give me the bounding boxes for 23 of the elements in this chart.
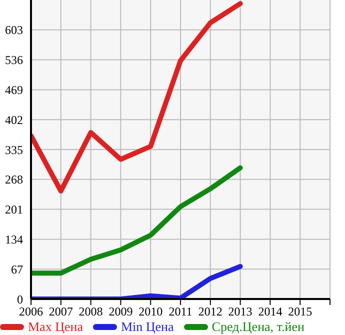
x-tick-label: 2010 [138,304,163,319]
x-tick-label: 2012 [198,304,222,319]
legend-label: Max Цена [28,319,83,335]
y-tick-label: 402 [5,112,23,127]
x-tick-label: 2009 [108,304,133,319]
x-tick-label: 2013 [228,304,252,319]
y-tick-label: 0 [17,292,23,306]
x-tick-label: 2015 [288,304,312,319]
y-tick-label: 268 [5,172,23,187]
legend-label: Сред.Цена, т.йен [212,319,304,335]
x-tick-label: 2008 [78,304,103,319]
x-tick-label: 2007 [48,304,73,319]
y-tick-label: 67 [11,262,23,276]
y-tick-label: 201 [5,202,23,217]
y-tick-label: 603 [5,23,23,38]
legend-label: Min Цена [120,319,174,335]
x-tick-label: 2006 [19,304,43,319]
y-tick-label: 536 [5,53,23,68]
x-tick-label: 2014 [258,304,282,319]
x-tick-label: 2011 [168,304,192,319]
y-tick-label: 134 [5,232,23,246]
y-tick-label: 469 [5,82,23,97]
y-tick-label: 335 [5,142,23,157]
